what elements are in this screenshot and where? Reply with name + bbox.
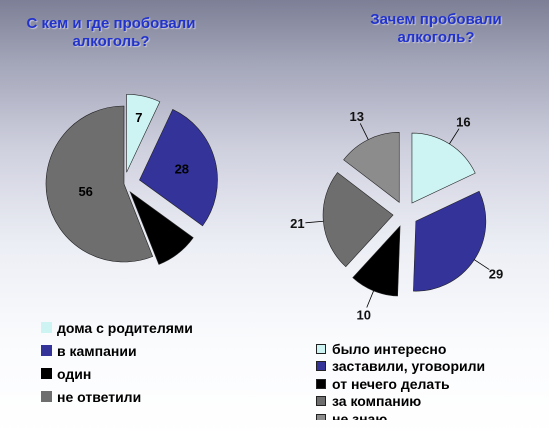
leader-line <box>449 128 460 145</box>
legend-item: дома с родителями <box>41 316 193 339</box>
legend-label: не знаю <box>332 410 388 420</box>
legend-label: не ответили <box>57 388 142 405</box>
pie-slice <box>129 191 194 265</box>
legend-companions: дома с родителями в кампании один не отв… <box>41 316 193 408</box>
legend-reasons: было интересно заставили, уговорили от н… <box>316 340 485 420</box>
pie-slice <box>126 93 161 173</box>
leader-line <box>474 259 490 270</box>
legend-swatch <box>41 368 52 379</box>
data-label: 56 <box>78 184 92 199</box>
pie-slice <box>45 105 154 263</box>
legend-swatch <box>316 361 326 372</box>
legend-item: не ответили <box>41 385 193 408</box>
legend-item: не знаю <box>316 410 485 420</box>
legend-label: дома с родителями <box>57 319 193 336</box>
legend-swatch <box>316 396 326 407</box>
legend-label: за компанию <box>332 393 422 410</box>
legend-swatch <box>41 391 52 402</box>
pie-slice <box>411 132 476 204</box>
data-label: 10 <box>356 307 370 322</box>
chart-2-title: Зачем пробовали алкоголь? <box>370 11 502 46</box>
legend-item: заставили, уговорили <box>316 358 485 376</box>
data-label: 21 <box>290 216 304 231</box>
legend-label: от нечего делать <box>332 375 450 392</box>
data-label: 29 <box>489 266 503 281</box>
data-label: 28 <box>175 162 189 177</box>
data-label: 7 <box>135 110 142 125</box>
pie-slice <box>322 172 394 268</box>
pie-slice <box>413 190 487 292</box>
legend-label: заставили, уговорили <box>332 358 486 375</box>
leader-line <box>305 220 324 224</box>
legend-swatch <box>41 322 52 333</box>
legend-label: было интересно <box>332 340 447 357</box>
legend-swatch <box>41 345 52 356</box>
legend-item: от нечего делать <box>316 375 485 393</box>
legend-item: в кампании <box>41 339 193 362</box>
legend-swatch <box>316 413 326 420</box>
data-label: 13 <box>349 109 363 124</box>
legend-label: в кампании <box>57 342 137 359</box>
legend-item: было интересно <box>316 340 485 358</box>
data-label: 16 <box>456 114 470 129</box>
legend-swatch <box>316 343 326 354</box>
leader-line <box>359 123 369 140</box>
legend-item: за компанию <box>316 393 485 411</box>
leader-line <box>366 290 374 308</box>
legend-swatch <box>316 378 326 389</box>
chart-1-title: С кем и где пробовали алкоголь? <box>26 15 196 50</box>
legend-label: один <box>57 365 92 382</box>
legend-item: один <box>41 362 193 385</box>
pie-slice <box>139 109 218 227</box>
